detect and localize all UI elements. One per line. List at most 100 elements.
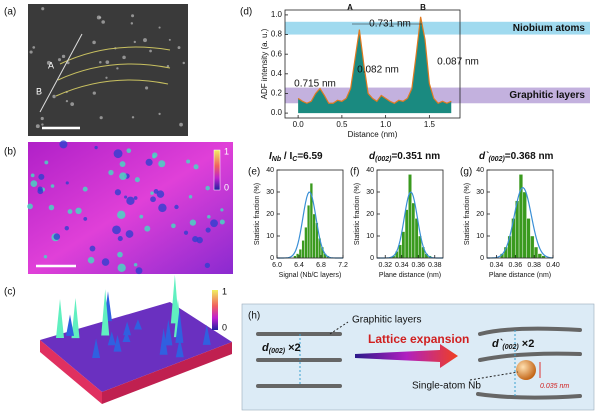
fit-curve xyxy=(486,187,554,259)
spot xyxy=(205,185,210,191)
panel-label: (f) xyxy=(350,167,359,178)
dot xyxy=(105,60,110,65)
y-tick-label: 0.4 xyxy=(271,69,283,78)
dot xyxy=(99,60,102,64)
x-axis-label: Distance (nm) xyxy=(348,130,398,139)
dot xyxy=(32,46,36,49)
spot xyxy=(50,184,55,188)
y-tick-label: 0.6 xyxy=(271,49,283,58)
y-axis-label: ADF intensity (a. u.) xyxy=(260,28,269,99)
dot xyxy=(35,124,40,129)
spot xyxy=(152,154,156,159)
colorbar-label: 1 xyxy=(222,286,227,296)
panel-label: (h) xyxy=(248,311,260,322)
text-part: / I xyxy=(281,151,292,162)
spot xyxy=(113,149,123,159)
dot xyxy=(182,61,185,65)
spot xyxy=(48,204,55,211)
bar xyxy=(522,191,527,259)
bar xyxy=(530,235,535,259)
map-spots xyxy=(27,140,225,275)
annotation: 0.715 nm xyxy=(294,79,336,90)
spot xyxy=(108,169,114,176)
y-tick-label: 30 xyxy=(266,189,274,196)
panel-label: (b) xyxy=(4,147,16,158)
spot xyxy=(134,177,140,183)
spot xyxy=(156,190,165,198)
dot xyxy=(105,76,108,79)
x-axis-label: Plane distance (nm) xyxy=(489,272,551,279)
annotation: 0.087 nm xyxy=(437,57,479,68)
panel-label: (a) xyxy=(4,7,16,18)
spot xyxy=(158,160,166,168)
y-tick-label: 0 xyxy=(370,255,374,262)
spot xyxy=(186,159,191,164)
y-tick-label: 30 xyxy=(366,189,374,196)
spot xyxy=(125,230,134,238)
peak xyxy=(113,334,122,352)
bar xyxy=(304,226,308,259)
bar xyxy=(301,240,305,259)
y-tick-label: 20 xyxy=(366,211,374,218)
bar xyxy=(537,253,542,259)
x-tick-label: 0.5 xyxy=(336,120,348,129)
x-axis-label: Signal (Nb/C layers) xyxy=(279,272,342,279)
dot xyxy=(57,58,62,62)
x-tick-label: 6.4 xyxy=(294,262,304,269)
colorbar-label: 0 xyxy=(224,182,229,192)
spot xyxy=(38,173,45,180)
x-tick-label: 6.8 xyxy=(316,262,326,269)
expansion-arrow xyxy=(355,344,458,368)
bar xyxy=(414,218,419,259)
dot xyxy=(143,38,147,43)
x-tick-label: 7.2 xyxy=(338,262,348,269)
spot xyxy=(117,210,126,220)
spot xyxy=(139,214,144,219)
layer-curves xyxy=(55,46,171,97)
spot xyxy=(133,196,138,200)
dot xyxy=(65,99,69,103)
bar xyxy=(518,174,524,259)
spot xyxy=(126,148,132,154)
spot xyxy=(144,225,151,232)
spot xyxy=(87,256,95,264)
dot xyxy=(52,94,56,99)
peak xyxy=(123,321,132,336)
spot xyxy=(207,215,211,219)
x-tick-label: 0.36 xyxy=(508,262,522,269)
spot xyxy=(188,194,193,199)
y-tick-label: 0.2 xyxy=(271,89,283,98)
dot xyxy=(158,26,161,29)
spot xyxy=(44,160,49,165)
peak xyxy=(101,289,110,336)
y-tick-label: 40 xyxy=(366,167,374,174)
colorbar xyxy=(213,149,221,191)
spot xyxy=(30,180,38,188)
text-part: =0.368 nm xyxy=(505,151,554,162)
bar xyxy=(296,253,300,259)
x-tick-label: 0.40 xyxy=(546,262,560,269)
dot xyxy=(145,86,149,90)
text-part: =6.59 xyxy=(297,151,323,162)
spot xyxy=(94,145,98,150)
x-tick-label: 1.0 xyxy=(380,120,392,129)
spot xyxy=(30,173,35,178)
spot xyxy=(112,225,121,235)
x-tick-label: 0.38 xyxy=(428,262,442,269)
y-axis-label: Statistic fraction (%) xyxy=(464,183,471,245)
dot xyxy=(116,67,119,70)
spot xyxy=(43,255,48,259)
bar xyxy=(408,174,412,259)
panel-label: (c) xyxy=(4,287,16,298)
y-tick-label: 0.0 xyxy=(271,108,283,117)
spot xyxy=(219,219,225,225)
marker: A xyxy=(48,60,54,70)
dot xyxy=(158,112,161,116)
text-part: ×2 xyxy=(519,338,535,350)
bar xyxy=(312,213,316,259)
peak xyxy=(71,297,80,339)
diagram-label: Single-atom Nb xyxy=(412,381,481,392)
dot xyxy=(41,7,45,11)
spot xyxy=(75,207,82,215)
profile-area xyxy=(298,16,452,114)
